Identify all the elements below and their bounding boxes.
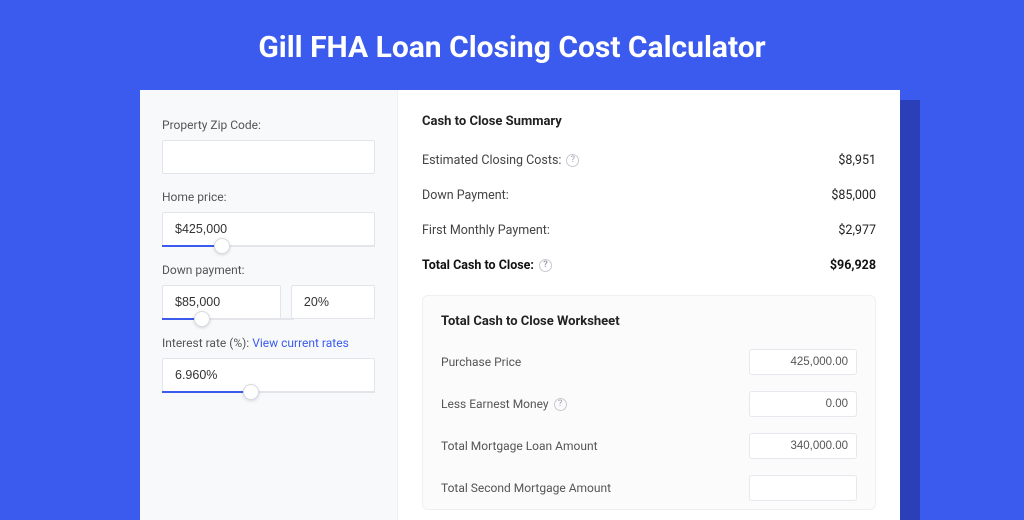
worksheet-row-second-mortgage: Total Second Mortgage Amount — [441, 467, 857, 509]
down-payment-group: Down payment: — [162, 263, 375, 320]
down-payment-percent-input[interactable] — [291, 285, 375, 319]
interest-slider[interactable] — [162, 391, 375, 393]
help-icon[interactable]: ? — [554, 398, 567, 411]
home-price-group: Home price: — [162, 190, 375, 247]
summary-total-value: $96,928 — [830, 258, 876, 273]
zip-label: Property Zip Code: — [162, 118, 375, 132]
zip-input[interactable] — [162, 140, 375, 174]
home-price-input[interactable] — [162, 212, 375, 246]
worksheet-input-purchase-price[interactable] — [749, 349, 857, 375]
summary-row-total: Total Cash to Close: ? $96,928 — [422, 248, 876, 283]
inputs-panel: Property Zip Code: Home price: Down paym… — [140, 90, 398, 520]
interest-group: Interest rate (%): View current rates — [162, 336, 375, 393]
worksheet-row-purchase-price: Purchase Price — [441, 341, 857, 383]
summary-value: $85,000 — [831, 188, 876, 203]
worksheet-title: Total Cash to Close Worksheet — [441, 314, 857, 329]
summary-row-closing-costs: Estimated Closing Costs: ? $8,951 — [422, 143, 876, 178]
down-payment-label: Down payment: — [162, 263, 375, 277]
summary-value: $2,977 — [838, 223, 876, 238]
worksheet-row-earnest-money: Less Earnest Money ? — [441, 383, 857, 425]
calculator-card: Property Zip Code: Home price: Down paym… — [140, 90, 900, 520]
help-icon[interactable]: ? — [566, 154, 579, 167]
interest-slider-fill — [162, 391, 251, 393]
worksheet-input-second-mortgage[interactable] — [749, 475, 857, 501]
help-icon[interactable]: ? — [539, 259, 552, 272]
interest-input[interactable] — [162, 358, 375, 392]
summary-row-first-payment: First Monthly Payment: $2,977 — [422, 213, 876, 248]
down-payment-slider-thumb[interactable] — [194, 311, 210, 327]
down-payment-slider[interactable] — [162, 318, 294, 320]
summary-value: $8,951 — [838, 153, 876, 168]
zip-group: Property Zip Code: — [162, 118, 375, 174]
worksheet-label: Purchase Price — [441, 355, 521, 369]
summary-panel: Cash to Close Summary Estimated Closing … — [398, 90, 900, 520]
worksheet-label: Total Mortgage Loan Amount — [441, 439, 598, 453]
worksheet-input-mortgage-amount[interactable] — [749, 433, 857, 459]
page-title: Gill FHA Loan Closing Cost Calculator — [0, 0, 1024, 87]
interest-label-row: Interest rate (%): View current rates — [162, 336, 375, 350]
summary-total-label: Total Cash to Close: — [422, 258, 534, 273]
home-price-slider-thumb[interactable] — [214, 238, 230, 254]
summary-label-text: Estimated Closing Costs: — [422, 153, 561, 168]
worksheet-input-earnest-money[interactable] — [749, 391, 857, 417]
summary-title: Cash to Close Summary — [422, 114, 876, 129]
view-rates-link[interactable]: View current rates — [252, 336, 349, 350]
worksheet-row-mortgage-amount: Total Mortgage Loan Amount — [441, 425, 857, 467]
worksheet-label: Total Second Mortgage Amount — [441, 481, 611, 495]
home-price-slider[interactable] — [162, 245, 375, 247]
worksheet-card: Total Cash to Close Worksheet Purchase P… — [422, 295, 876, 510]
interest-label: Interest rate (%): — [162, 336, 249, 350]
summary-label-text: First Monthly Payment: — [422, 223, 550, 238]
down-payment-input[interactable] — [162, 285, 281, 319]
interest-slider-thumb[interactable] — [243, 384, 259, 400]
worksheet-label: Less Earnest Money — [441, 397, 549, 411]
summary-label-text: Down Payment: — [422, 188, 509, 203]
home-price-label: Home price: — [162, 190, 375, 204]
summary-row-down-payment: Down Payment: $85,000 — [422, 178, 876, 213]
